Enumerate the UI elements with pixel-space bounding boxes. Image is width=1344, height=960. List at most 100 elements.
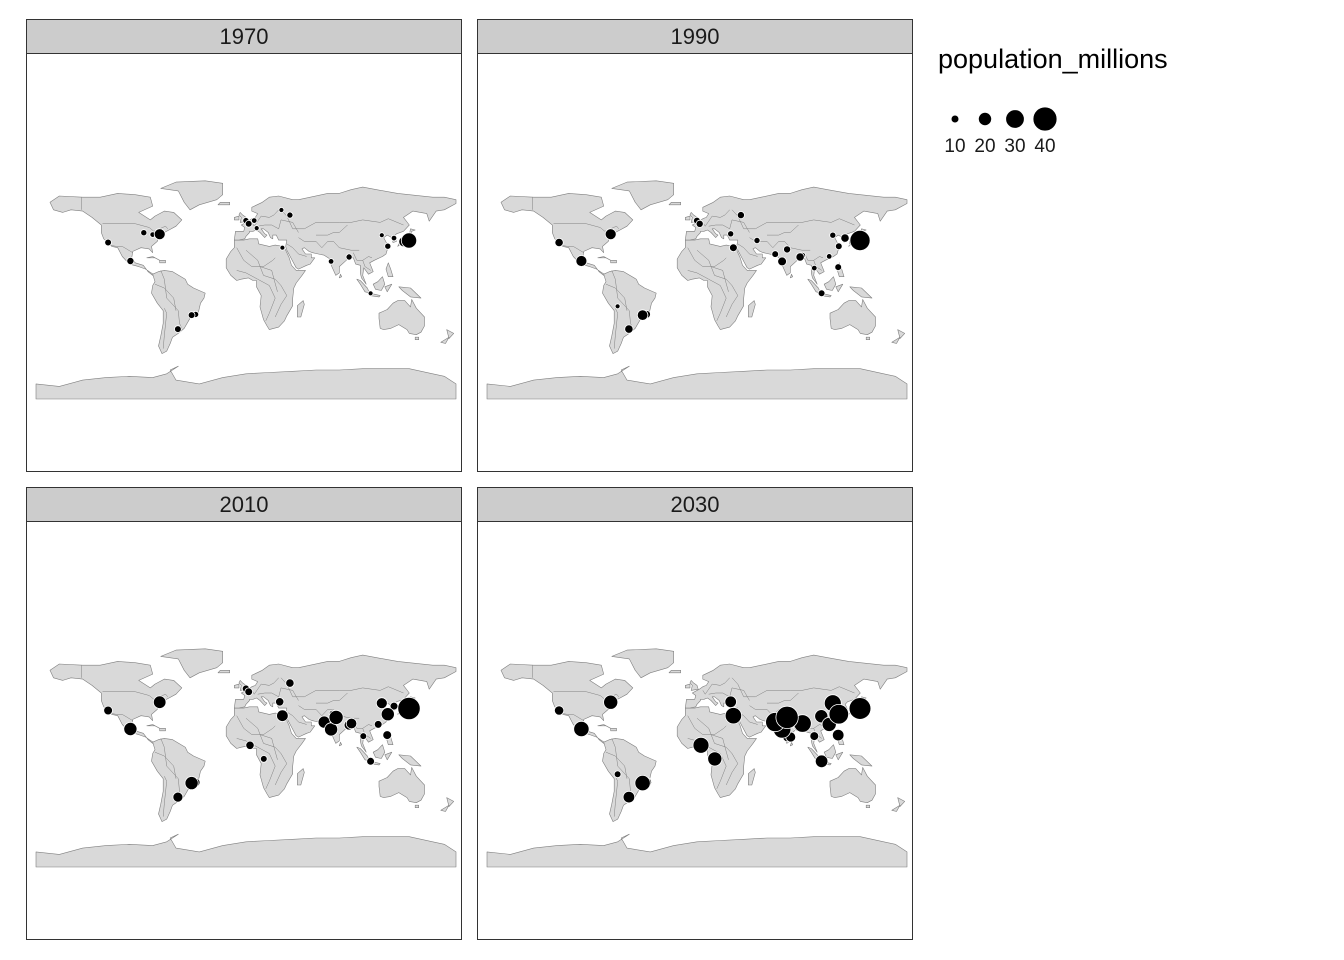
legend-key-label: 40 (1034, 136, 1055, 157)
facet-strip: 2030 (478, 488, 912, 522)
country-border (710, 266, 729, 292)
landmass (225, 238, 306, 330)
facet-strip: 1990 (478, 20, 912, 54)
city-point (849, 229, 871, 251)
landmass (372, 276, 386, 291)
city-point (729, 243, 738, 253)
city-point (384, 242, 392, 250)
city-point (826, 253, 833, 260)
country-border (316, 692, 348, 704)
city-point (375, 697, 388, 710)
landmass (378, 299, 425, 335)
city-point (373, 720, 383, 729)
country-border (605, 751, 628, 779)
landmass (35, 833, 457, 868)
city-point (724, 695, 737, 709)
landmass (897, 329, 905, 339)
country-border (687, 715, 727, 735)
landmass (398, 754, 422, 767)
landmass (865, 336, 870, 340)
landmass (611, 180, 674, 211)
landmass (372, 744, 386, 759)
country-border (236, 247, 276, 267)
country-border (611, 270, 634, 329)
legend-key-label: 30 (1004, 136, 1025, 157)
landmass (146, 724, 160, 729)
landmass (676, 238, 757, 330)
city-point (634, 775, 651, 792)
country-border (708, 219, 750, 233)
city-point (327, 258, 335, 265)
city-point (153, 228, 166, 241)
city-point (613, 770, 622, 779)
legend-title: population_millions (938, 44, 1168, 74)
city-point (777, 256, 787, 267)
city-point (390, 234, 398, 242)
city-point (400, 232, 418, 249)
country-border (687, 270, 727, 321)
city-point (809, 731, 820, 741)
country-border (109, 712, 133, 721)
landmass (486, 833, 908, 868)
city-point (554, 237, 564, 248)
landmass (384, 751, 393, 761)
legend-key-symbol (1005, 109, 1025, 129)
city-point (604, 228, 617, 241)
city-point (832, 728, 845, 742)
country-border (613, 308, 618, 349)
country-shapes (486, 180, 908, 400)
landmass (384, 283, 393, 293)
country-border (362, 260, 371, 271)
country-border (251, 209, 279, 227)
country-border (298, 705, 360, 719)
landmass (849, 754, 873, 767)
landmass (160, 180, 223, 211)
city-point (172, 791, 184, 803)
country-border (702, 209, 730, 227)
city-point (359, 732, 368, 740)
landmass (597, 256, 611, 261)
country-border (102, 691, 168, 700)
city-point (174, 325, 182, 333)
facet-strip: 1970 (27, 20, 461, 54)
landmass (790, 273, 793, 279)
city-points (103, 678, 421, 803)
landmass (217, 202, 230, 206)
landmass (35, 365, 457, 400)
city-point (840, 233, 850, 243)
facet-year-label: 1990 (670, 23, 720, 49)
city-point (126, 256, 135, 265)
landmass (748, 300, 756, 318)
city-point (692, 736, 710, 754)
city-points (554, 211, 871, 334)
country-border (696, 250, 739, 318)
facet-panel-2010: 2010 (26, 487, 462, 940)
city-point (345, 253, 353, 261)
country-border (353, 252, 373, 261)
landmass (234, 683, 240, 689)
landmass (297, 300, 305, 318)
landmass (217, 670, 230, 674)
landmass (685, 683, 691, 689)
country-border (154, 283, 177, 311)
country-border (553, 223, 619, 232)
landmass (849, 286, 873, 299)
landmass (748, 768, 756, 786)
landmass (440, 336, 450, 344)
city-point (814, 754, 829, 769)
landmass (339, 273, 342, 279)
landmass (234, 186, 457, 285)
landmass (689, 680, 699, 691)
landmass (356, 278, 370, 294)
city-point (378, 232, 385, 239)
city-point (817, 289, 826, 298)
city-point (245, 740, 255, 750)
city-point (275, 697, 285, 707)
landmass (835, 751, 844, 761)
city-point (140, 229, 148, 237)
legend-key-symbol (950, 114, 960, 124)
city-point (614, 303, 621, 310)
landmass (790, 741, 793, 747)
city-point (253, 225, 260, 232)
city-point (276, 709, 289, 722)
